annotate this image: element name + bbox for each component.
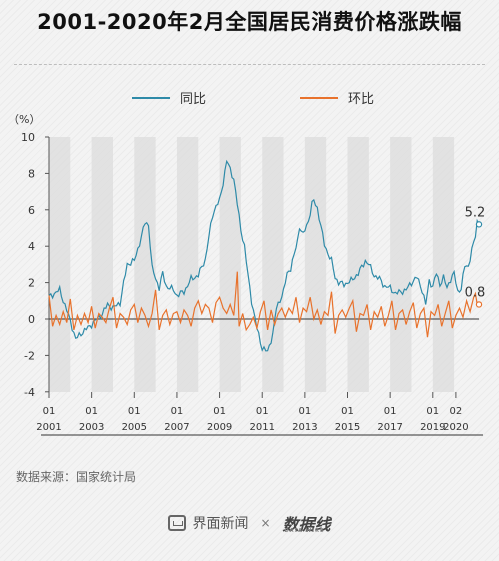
series-line-yoy (48, 159, 480, 352)
x-tick-month: 01 (171, 406, 184, 417)
x-tick-year: 2009 (207, 422, 232, 433)
series-end-point-yoy (475, 221, 483, 228)
y-tick-label: 10 (21, 131, 35, 144)
year-band (347, 137, 369, 392)
year-band (49, 137, 71, 392)
x-tick-month: 01 (128, 406, 141, 417)
x-tick-month: 01 (384, 406, 397, 417)
brand-datawire-sub: DATA WIRE (284, 528, 325, 534)
brand-jiemian: 界面新闻 (192, 516, 249, 532)
x-tick-year: 2013 (292, 422, 317, 433)
x-tick-month: 01 (341, 406, 354, 417)
x-tick-year: 2003 (79, 422, 104, 433)
legend-label-yoy: 同比 (180, 92, 207, 107)
legend-item-mom: 环比 (300, 88, 374, 107)
x-tick-year: 2015 (335, 422, 360, 433)
x-tick-year: 2017 (377, 422, 402, 433)
x-tick-month: 01 (299, 406, 312, 417)
year-band (91, 137, 113, 392)
x-tick-year: 2019 (420, 422, 445, 433)
x-tick-year: 2007 (164, 422, 189, 433)
year-band (432, 137, 455, 392)
year-band (219, 137, 241, 392)
chart-title: 2001-2020年2月全国居民消费价格涨跌幅 (37, 10, 462, 34)
y-axis-unit: （%） (8, 113, 40, 126)
y-tick-label: -2 (24, 349, 35, 362)
legend-item-yoy: 同比 (132, 88, 206, 107)
year-band (304, 137, 327, 392)
series-end-point-mom (475, 301, 483, 308)
series-end-label-yoy: 5.2 (465, 205, 486, 220)
y-tick-label: 0 (28, 313, 35, 326)
x-tick-year: 2020 (443, 422, 468, 433)
x-tick-month: 01 (426, 406, 439, 417)
year-band (262, 137, 284, 392)
x-tick-year: 2001 (36, 422, 61, 433)
series-end-label-mom: 0.8 (465, 285, 486, 300)
legend-label-mom: 环比 (348, 92, 375, 107)
x-tick-month: 01 (85, 406, 98, 417)
cpi-line-chart: -4-20246810（%）01200101200301200501200701… (8, 113, 486, 436)
legend-swatch-yoy (132, 96, 170, 99)
legend: 同比 环比 (0, 88, 499, 108)
series-line-mom (48, 271, 479, 338)
brand-datawire-name: 数据线 (282, 515, 331, 534)
x-tick-year: 2005 (122, 422, 147, 433)
x-tick-month: 01 (43, 406, 56, 417)
x-tick-year: 2011 (249, 422, 274, 433)
jiemian-logo-icon (168, 515, 187, 531)
y-tick-label: 4 (28, 240, 35, 253)
x-tick-month: 01 (256, 406, 269, 417)
footer-brands: 界面新闻 × 数据线 DATA WIRE (0, 508, 499, 538)
data-source: 数据来源：国家统计局 (16, 470, 137, 484)
year-band (134, 137, 156, 392)
y-tick-label: 2 (28, 277, 35, 290)
brand-datawire: 数据线 DATA WIRE (283, 511, 331, 535)
x-tick-month: 02 (450, 406, 463, 417)
y-tick-label: 8 (28, 167, 35, 180)
year-band (176, 137, 199, 392)
title-divider (14, 64, 485, 65)
legend-swatch-mom (300, 96, 338, 99)
y-tick-label: 6 (28, 204, 35, 217)
year-band (390, 137, 412, 392)
y-tick-label: -4 (24, 386, 35, 399)
x-tick-month: 01 (213, 406, 226, 417)
brand-separator: × (260, 516, 271, 530)
